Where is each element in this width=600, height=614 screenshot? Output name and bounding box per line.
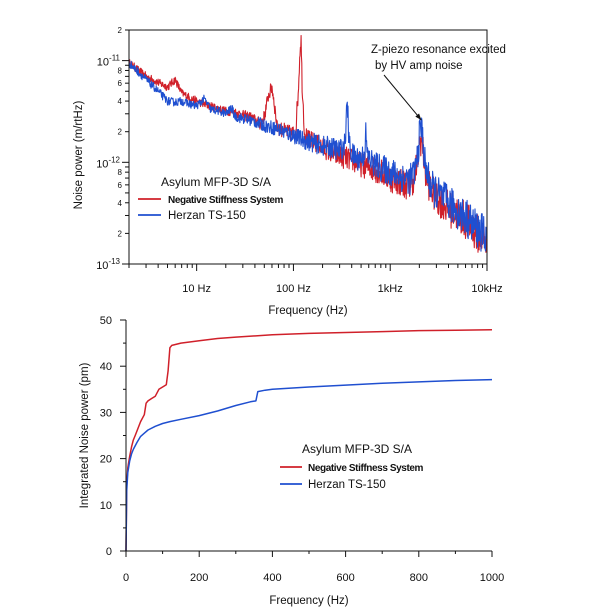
annotation-line-2: by HV amp noise	[375, 60, 463, 72]
integrated-y-axis-title: Integrated Noise power (pm)	[79, 362, 91, 508]
spectrum-y-minor-label: 4	[118, 97, 123, 106]
spectrum-plot-frame	[128, 29, 488, 265]
integrated-x-tick-label: 600	[336, 572, 354, 584]
annotation-arrow-head	[415, 113, 422, 121]
integrated-y-tick-label: 40	[100, 361, 112, 373]
integrated-series-negative-stiffness	[125, 328, 493, 552]
integrated-x-tick-label: 1000	[480, 572, 504, 584]
spectrum-x-axis-title: Frequency (Hz)	[268, 305, 347, 317]
spectrum-y-major-label: 10-12	[96, 155, 120, 170]
spectrum-y-minor-label: 4	[118, 199, 123, 208]
annotation-line-1: Z-piezo resonance excited	[371, 44, 506, 56]
spectrum-y-minor-label: 2	[118, 128, 123, 137]
spectrum-y-minor-label: 8	[118, 66, 123, 75]
spectrum-y-major-label: 10-11	[97, 54, 121, 69]
spectrum-y-major-base: 10	[96, 158, 108, 170]
integrated-y-tick-label: 10	[100, 500, 112, 512]
spectrum-y-minor-label: 6	[118, 79, 123, 88]
spectrum-y-axis-title: Noise power (m/rtHz)	[73, 101, 85, 210]
spectrum-legend-title: Asylum MFP-3D S/A	[161, 175, 271, 189]
integrated-legend-title: Asylum MFP-3D S/A	[302, 442, 412, 456]
spectrum-legend-label-red: Negative Stiffness System	[168, 195, 284, 206]
spectrum-y-minor-label: 8	[118, 168, 123, 177]
spectrum-y-major-exponent: -13	[108, 257, 120, 266]
spectrum-y-major-exponent: -12	[108, 155, 120, 164]
spectrum-y-major-label: 10-13	[96, 257, 120, 272]
spectrum-series-herzan	[128, 59, 488, 252]
integrated-y-tick-label: 20	[100, 454, 112, 466]
integrated-y-tick-label: 30	[100, 407, 112, 419]
annotation-arrow-line	[383, 74, 422, 121]
spectrum-y-minor-label: 2	[118, 229, 123, 238]
integrated-x-axis-title: Frequency (Hz)	[269, 595, 348, 607]
spectrum-y-major-exponent: -11	[109, 54, 121, 63]
spectrum-x-tick-label: 100 Hz	[276, 283, 311, 295]
spectrum-y-major-base: 10	[96, 260, 108, 272]
integrated-series-herzan	[125, 378, 493, 552]
spectrum-legend-label-blue: Herzan TS-150	[168, 210, 246, 222]
integrated-y-tick-label: 50	[100, 315, 112, 327]
spectrum-y-minor-label: 2	[118, 26, 123, 35]
spectrum-x-tick-label: 10kHz	[471, 283, 502, 295]
integrated-x-tick-label: 200	[190, 572, 208, 584]
integrated-legend-label-blue: Herzan TS-150	[308, 479, 386, 491]
integrated-y-tick-label: 0	[106, 546, 112, 558]
spectrum-chart: 10 Hz 100 Hz 1kHz 10kHz10-1310-1210-1124682…	[73, 26, 506, 317]
spectrum-x-tick-label: 10 Hz	[182, 283, 211, 295]
integrated-x-tick-label: 400	[263, 572, 281, 584]
integrated-x-tick-label: 800	[410, 572, 428, 584]
integrated-legend-label-red: Negative Stiffness System	[308, 463, 424, 474]
integrated-x-tick-label: 0	[123, 572, 129, 584]
spectrum-x-tick-label: 1kHz	[378, 283, 403, 295]
integrated-chart: 0 200 400 600 800 1000 0 10 20 30 40 50 Frequency (H…	[79, 315, 504, 607]
spectrum-y-minor-label: 6	[118, 181, 123, 190]
spectrum-y-major-base: 10	[97, 57, 109, 69]
